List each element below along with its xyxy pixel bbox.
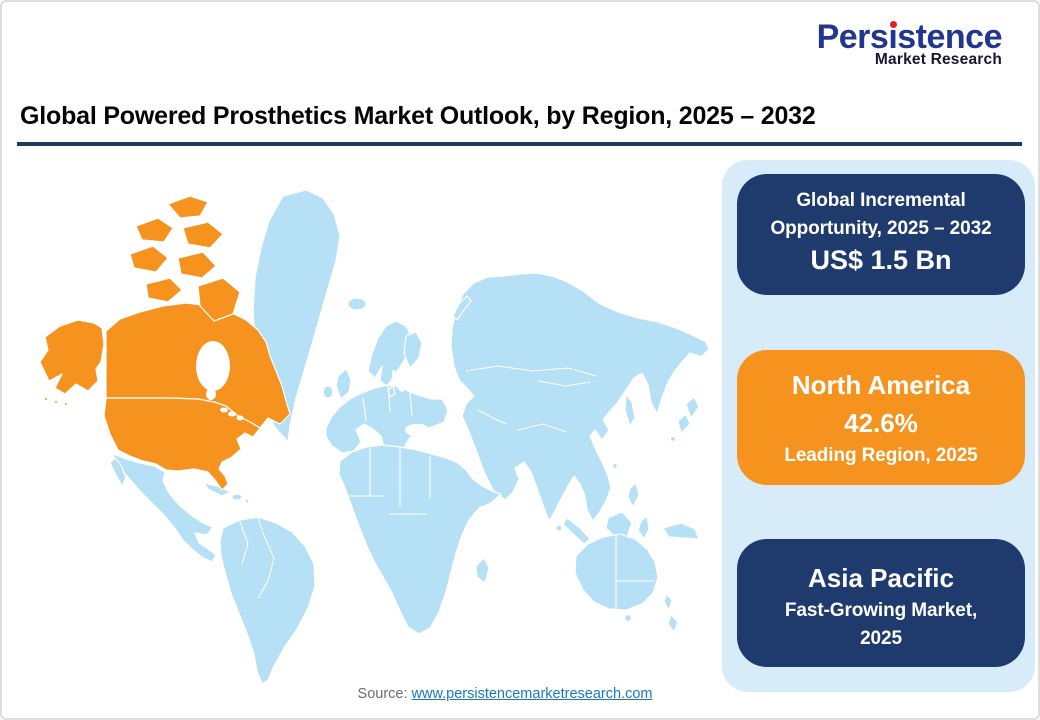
caribbean-island	[244, 498, 250, 504]
page-title: Global Powered Prosthetics Market Outloo…	[20, 102, 816, 130]
sumatra	[562, 517, 591, 545]
card-global-incremental-opportunity: Global Incremental Opportunity, 2025 – 2…	[737, 174, 1025, 295]
region-oceania	[574, 533, 679, 633]
card-title: Asia Pacific	[808, 563, 954, 593]
card-north-america: North America 42.6% Leading Region, 2025	[737, 350, 1025, 485]
philippines	[627, 482, 640, 508]
japan-kyushu	[669, 435, 677, 443]
card-subtitle: Fast-Growing Market, 2025	[784, 600, 978, 649]
africa-mainland	[338, 444, 502, 635]
great-lake	[228, 411, 236, 417]
novaya-zemlya	[452, 295, 472, 321]
new-guinea	[662, 522, 700, 540]
title-underline	[17, 142, 1022, 146]
alaska	[39, 319, 105, 395]
great-lake	[236, 415, 244, 421]
new-zealand-north	[663, 593, 673, 611]
mexico	[112, 453, 217, 563]
logo-brand-text: Persistence	[816, 18, 1003, 56]
world-map-svg	[39, 189, 710, 685]
sri-lanka	[555, 524, 563, 532]
card-heading-line: Opportunity, 2025 – 2032	[770, 218, 992, 239]
logo: Persistence Market Research	[816, 18, 1003, 69]
hispaniola	[231, 493, 243, 501]
baltic-sea	[391, 369, 405, 393]
new-zealand-south	[667, 614, 679, 633]
region-north-america-highlight	[39, 195, 291, 491]
world-map	[18, 166, 718, 688]
card-heading-line: Global Incremental	[796, 190, 966, 211]
finland	[403, 331, 423, 369]
tasmania	[623, 613, 633, 623]
arctic-island	[145, 277, 183, 303]
card-value: 42.6%	[844, 408, 918, 438]
region-europe	[322, 297, 449, 463]
iceland	[347, 297, 367, 311]
aleutian-island	[43, 396, 49, 402]
caspian-sea	[439, 428, 453, 454]
great-lake	[220, 407, 228, 413]
asia-mainland	[450, 272, 710, 522]
hudson-bay	[196, 341, 230, 391]
region-africa	[338, 444, 502, 635]
card-value: US$ 1.5 Bn	[810, 245, 952, 275]
arctic-island	[129, 245, 169, 273]
arctic-island	[135, 217, 174, 243]
source-link[interactable]: www.persistencemarketresearch.com	[411, 686, 653, 702]
arctic-island	[167, 195, 209, 219]
sakhalin	[624, 393, 636, 427]
usa	[103, 397, 261, 491]
card-asia-pacific: Asia Pacific Fast-Growing Market, 2025	[737, 539, 1025, 667]
black-sea	[405, 424, 427, 436]
ireland	[322, 385, 334, 399]
britain	[335, 368, 352, 400]
japan-south	[677, 413, 691, 434]
baja-california	[109, 457, 127, 487]
denmark	[387, 385, 396, 398]
arctic-island	[177, 251, 217, 279]
madagascar	[475, 557, 490, 584]
card-subtitle: Leading Region, 2025	[784, 445, 978, 466]
taiwan	[611, 462, 619, 470]
cuba	[203, 482, 231, 497]
aleutian-island	[63, 401, 69, 407]
arctic-island	[182, 221, 224, 249]
aleutian-island	[53, 399, 59, 405]
card-title: North America	[791, 370, 971, 400]
baffin-island	[197, 277, 241, 322]
japan	[685, 396, 700, 419]
stats-panel: Global Incremental Opportunity, 2025 – 2…	[722, 160, 1035, 692]
borneo	[605, 511, 633, 538]
logo-tagline: Market Research	[874, 51, 1002, 68]
source-line: Source: www.persistencemarketresearch.com	[270, 686, 740, 702]
james-bay	[206, 388, 216, 400]
source-label: Source:	[357, 686, 408, 702]
sulawesi	[637, 515, 650, 540]
south-america	[219, 516, 316, 685]
region-latin-america	[109, 453, 316, 685]
